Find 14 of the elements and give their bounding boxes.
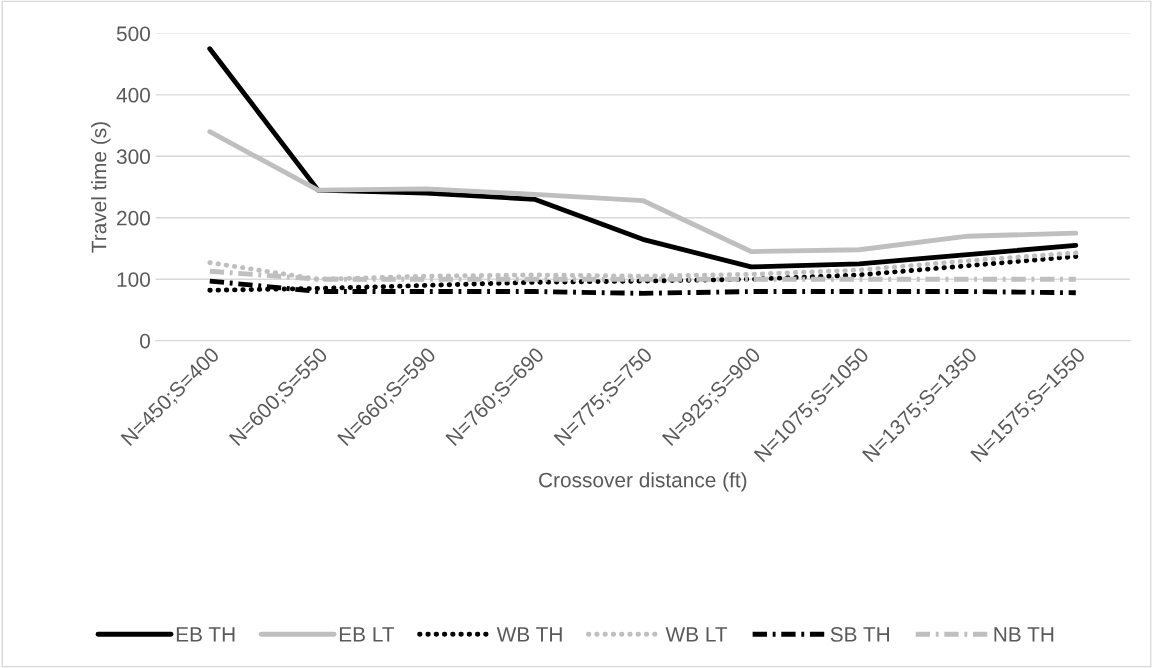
legend-label: SB TH <box>830 627 889 642</box>
legend-label: WB LT <box>665 627 728 642</box>
y-tick-label: 500 <box>116 26 150 42</box>
y-tick-label: 100 <box>117 272 150 287</box>
y-axis-title: Travel time (s) <box>91 122 111 253</box>
legend-label: NB TH <box>994 627 1054 642</box>
y-tick-label: 400 <box>116 87 150 103</box>
legend-label: WB TH <box>496 627 562 642</box>
y-tick-label: 200 <box>117 210 150 226</box>
legend-label: EB LT <box>339 627 395 642</box>
x-axis-title: Crossover distance (ft) <box>539 472 747 492</box>
y-tick-label: 300 <box>116 149 150 165</box>
legend-label: EB TH <box>176 627 235 642</box>
y-tick-label: 0 <box>140 333 150 349</box>
